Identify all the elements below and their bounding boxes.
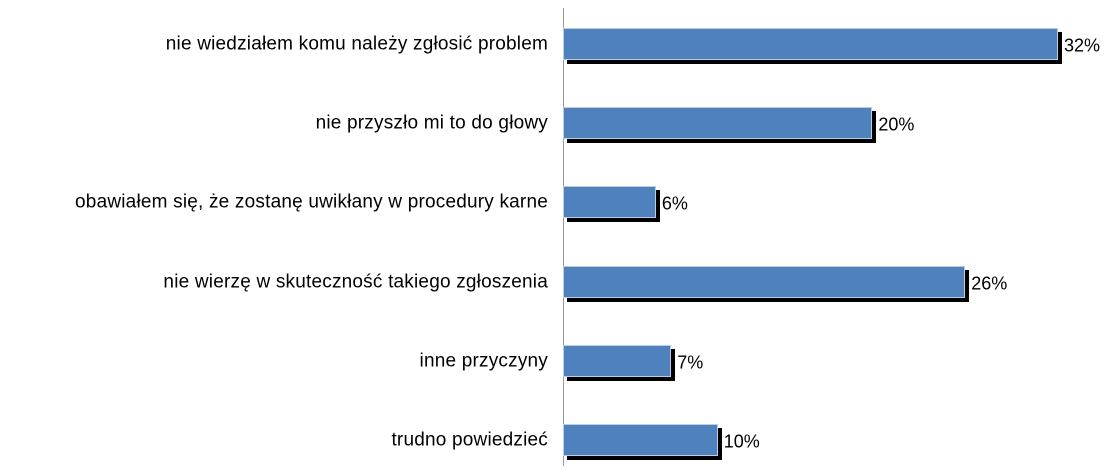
axis-line xyxy=(563,8,564,466)
value-label: 32% xyxy=(1064,35,1101,56)
bar xyxy=(563,424,718,456)
bar xyxy=(563,107,873,140)
category-label: nie wiedziałem komu należy zgłosić probl… xyxy=(165,33,548,55)
value-label: 7% xyxy=(677,352,704,373)
category-label: obawiałem się, że zostanę uwikłany w pro… xyxy=(75,191,548,213)
value-label: 10% xyxy=(723,431,760,452)
value-label: 6% xyxy=(661,193,688,214)
value-label: 20% xyxy=(878,114,915,135)
category-label: trudno powiedzieć xyxy=(391,429,548,451)
bar xyxy=(563,186,656,219)
bar xyxy=(563,265,966,298)
value-label: 26% xyxy=(971,273,1008,294)
category-label: nie wierzę w skuteczność takiego zgłosze… xyxy=(163,271,548,293)
bar xyxy=(563,28,1059,60)
category-label: inne przyczyny xyxy=(419,350,548,372)
bar xyxy=(563,344,672,377)
category-label: nie przyszło mi to do głowy xyxy=(315,112,548,134)
